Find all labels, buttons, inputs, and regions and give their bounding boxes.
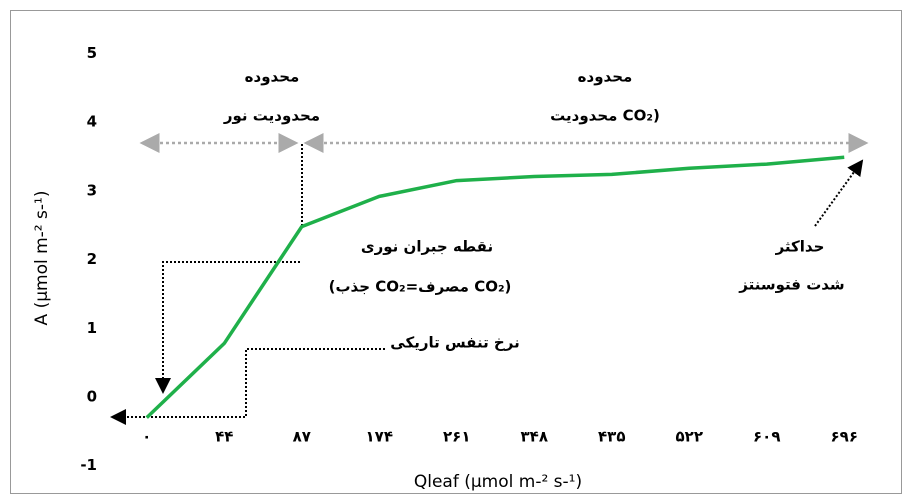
x-tick-label: ۲۶۱ <box>443 428 470 446</box>
y-tick-label: -1 <box>80 456 97 474</box>
annotation: محدودیت نور <box>223 107 320 125</box>
y-tick-label: 5 <box>87 44 97 62</box>
x-tick-label: ۶۹۶ <box>831 428 858 446</box>
annotation: نرخ تنفس تاریکی <box>390 334 519 352</box>
annotation: (جذب CO₂=مصرف CO₂) <box>329 278 512 296</box>
annotation: حداکثر <box>775 238 825 256</box>
annotation: محدوده <box>578 68 633 86</box>
y-tick-label: 1 <box>87 319 97 337</box>
x-tick-label: ۰ <box>142 428 151 446</box>
annotation: محدوده <box>245 68 300 86</box>
y-tick-label: 0 <box>87 388 97 406</box>
x-tick-label: ۱۷۴ <box>366 428 393 446</box>
annotation: محدودیت CO₂) <box>550 107 660 125</box>
y-tick-label: 2 <box>87 250 97 268</box>
x-tick-label: ۵۲۲ <box>676 428 703 446</box>
chart-frame <box>10 10 902 494</box>
y-tick-label: 4 <box>87 113 97 131</box>
annotation: شدت فتوسنتز <box>738 276 844 294</box>
x-tick-label: ۳۴۸ <box>521 428 548 446</box>
data-line <box>145 155 845 419</box>
annotation: نقطه جبران نوری <box>361 238 493 256</box>
x-tick-label: ۸۷ <box>293 428 311 446</box>
x-tick-label: ۴۴ <box>215 428 233 446</box>
x-tick-label: ۴۳۵ <box>598 428 625 446</box>
x-axis-title: Qleaf (µmol m-² s-¹) <box>414 472 582 492</box>
y-tick-label: 3 <box>87 181 97 199</box>
y-axis-title: A (µmol m-² s-¹) <box>32 191 52 326</box>
annotation-arrows <box>110 133 869 425</box>
x-tick-label: ۶۰۹ <box>753 428 780 446</box>
